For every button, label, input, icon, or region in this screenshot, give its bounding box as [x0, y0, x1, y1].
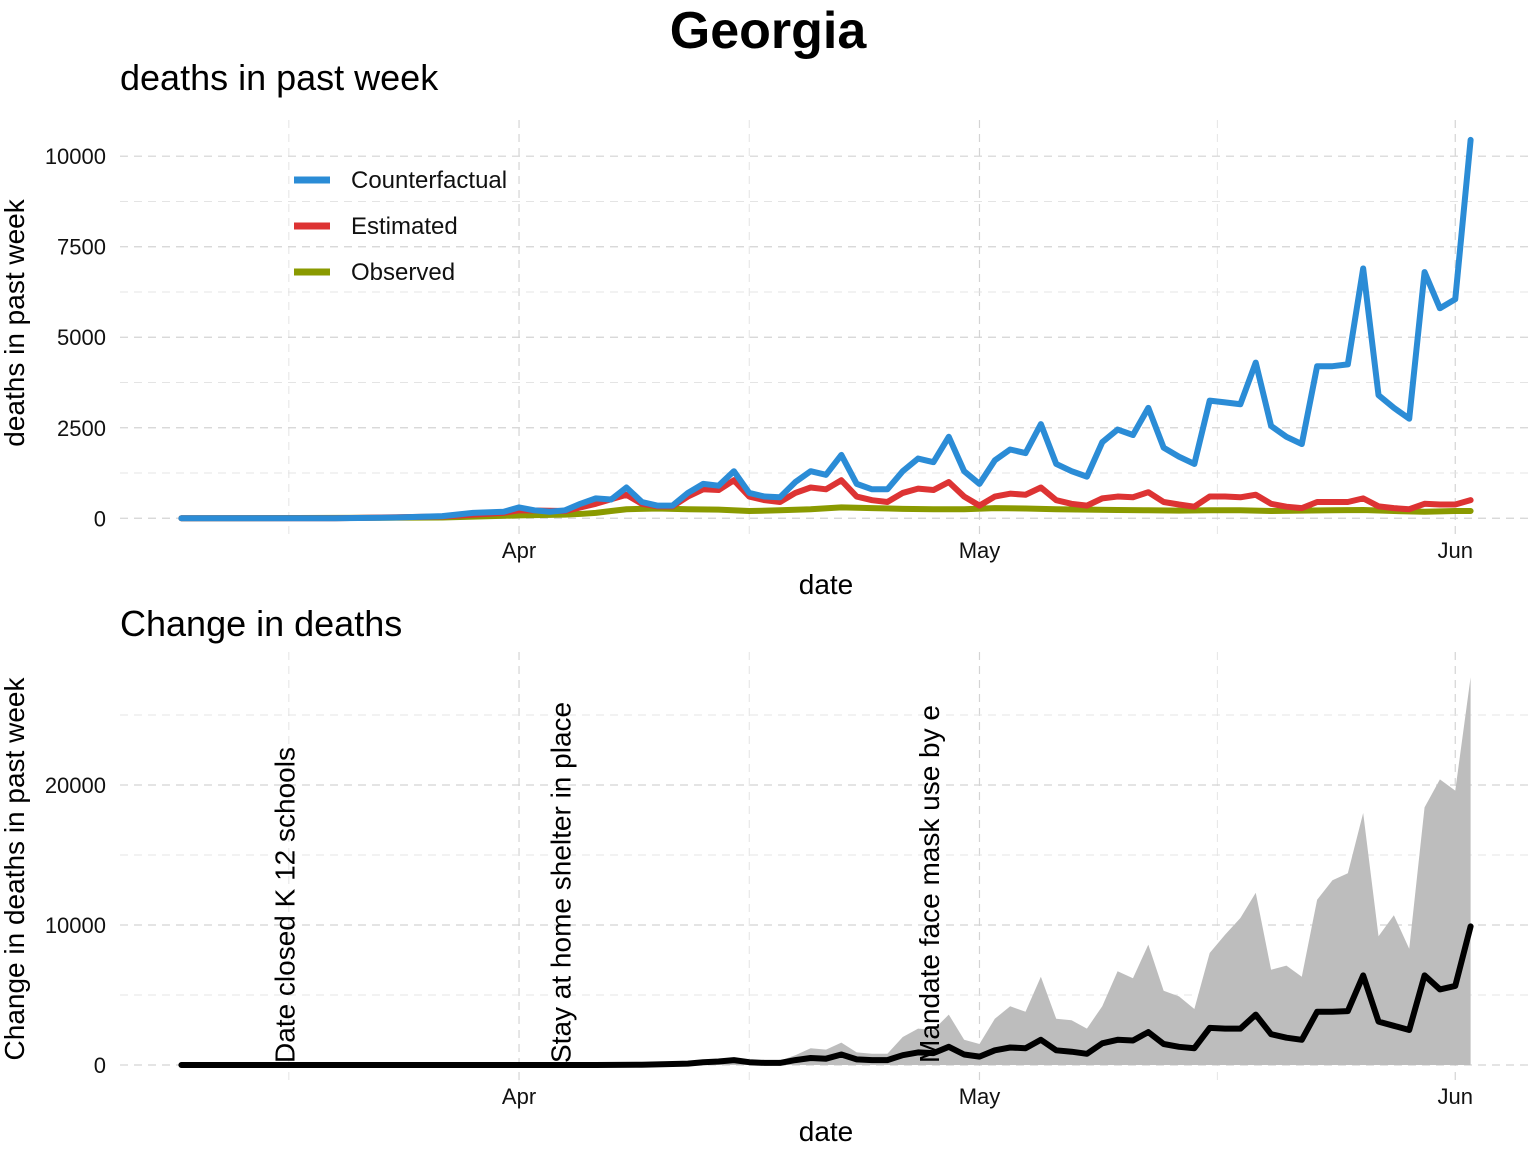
p1-x-tick-label: Apr	[502, 538, 536, 563]
figure-title: Georgia	[670, 2, 868, 60]
p1-x-tick-label: Jun	[1438, 538, 1473, 563]
panel1-x-tick-labels: Apr May Jun	[502, 538, 1473, 563]
p2-y-tick-label: 20000	[45, 773, 106, 798]
series-line	[178, 923, 1474, 1068]
panel2-band-layer	[181, 677, 1471, 1065]
p1-y-tick-label: 2500	[57, 416, 106, 441]
p2-x-tick-label: Apr	[502, 1084, 536, 1109]
panel2-subtitle: Change in deaths	[120, 603, 402, 644]
legend-label-estimated: Estimated	[351, 213, 458, 240]
panel1-series-lines	[178, 136, 1474, 522]
series-line-counterfactual	[178, 136, 1474, 522]
panel1-x-axis-title: date	[799, 569, 854, 600]
series-line-observed	[178, 504, 1474, 522]
panel2-series-lines	[178, 923, 1474, 1068]
annotation-label: Date closed K 12 schools	[269, 747, 300, 1063]
p1-y-tick-label: 5000	[57, 325, 106, 350]
p1-y-tick-label: 10000	[45, 144, 106, 169]
p2-y-tick-label: 0	[94, 1053, 106, 1078]
panel2-annotations: Date closed K 12 schools Stay at home she…	[269, 702, 945, 1063]
legend: Counterfactual Estimated Observed	[294, 167, 507, 286]
legend-label-observed: Observed	[351, 259, 455, 286]
p1-y-tick-label: 7500	[57, 235, 106, 260]
panel2-x-axis-title: date	[799, 1116, 854, 1147]
panel1-subtitle: deaths in past week	[120, 57, 439, 98]
annotation-label: Mandate face mask use by e	[914, 705, 945, 1063]
panel1-y-tick-labels: 0 2500 5000 7500 10000	[45, 144, 106, 531]
p1-y-tick-label: 0	[94, 506, 106, 531]
p1-x-tick-label: May	[959, 538, 1001, 563]
panel-change-in-deaths: Change in deaths Date closed K 12 school…	[0, 603, 1532, 1147]
p2-x-tick-label: May	[959, 1084, 1001, 1109]
panel2-x-tick-labels: Apr May Jun	[502, 1084, 1473, 1109]
panel2-y-axis-title: Change in deaths in past week	[0, 677, 30, 1061]
p2-x-tick-label: Jun	[1438, 1084, 1473, 1109]
p2-y-tick-label: 10000	[45, 913, 106, 938]
legend-label-counterfactual: Counterfactual	[351, 167, 507, 194]
panel2-y-tick-labels: 0 10000 20000	[45, 773, 106, 1078]
annotation-label: Stay at home shelter in place	[546, 702, 577, 1063]
panel-deaths-past-week: deaths in past week 0 2500 5000 7500 10000 A…	[0, 57, 1532, 600]
panel1-y-axis-title: deaths in past week	[0, 198, 30, 446]
band-area	[181, 677, 1471, 1065]
